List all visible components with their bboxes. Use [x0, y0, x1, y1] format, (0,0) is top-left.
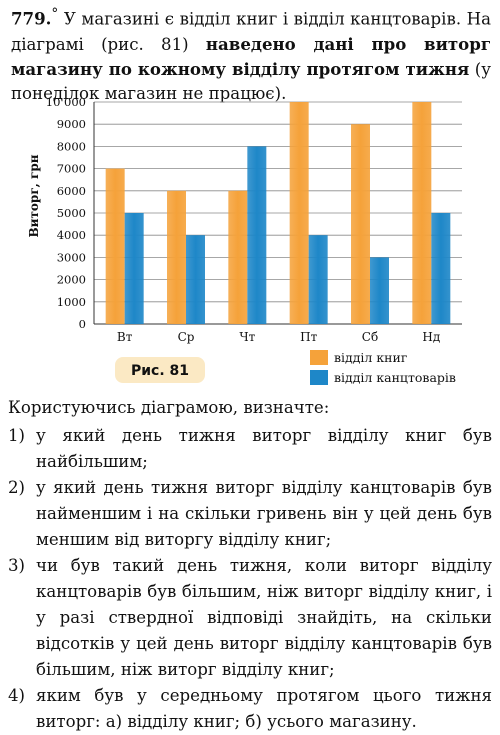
bar-books	[228, 190, 248, 324]
y-tick-label: 9000	[57, 117, 86, 131]
question-text: у який день тижня виторг відділу книг бу…	[36, 426, 492, 471]
question-text: у який день тижня виторг відділу канцтов…	[36, 478, 492, 549]
y-axis-ticks: 0 1000 2000 3000 4000 5000 6000 7000 8000 9000 10 …	[46, 95, 86, 331]
problem-statement: 779.° У магазині є відділ книг і відділ …	[11, 2, 491, 106]
legend-swatch	[310, 350, 328, 365]
x-tick-label: Ср	[178, 330, 195, 344]
y-tick-label: 3000	[57, 250, 86, 264]
figure-label-box: Рис. 81	[115, 357, 205, 383]
question-item: 1) у який день тижня виторг відділу книг…	[8, 423, 492, 475]
problem-text-bold: наведено дані про виторг магазину по кож…	[11, 33, 492, 79]
figure-label: Рис. 81	[131, 363, 189, 379]
y-tick-label: 6000	[57, 184, 86, 198]
bar-books	[412, 102, 432, 324]
chart-grid	[93, 101, 462, 325]
bar-stationery	[308, 235, 328, 324]
problem-number: 779.	[11, 8, 52, 29]
x-tick-label: Чт	[239, 330, 255, 344]
legend-label: відділ канцтоварів	[334, 370, 456, 385]
y-tick-label: 0	[79, 317, 86, 331]
bar-stationery	[124, 213, 144, 324]
question-item: 4) яким був у середньому протягом цього …	[8, 683, 492, 735]
bar-books	[167, 190, 186, 324]
question-item: 3) чи був такий день тижня, коли виторг …	[8, 553, 492, 683]
bar-stationery	[247, 146, 267, 324]
problem-text-part1: У магазині є відділ книг і відділ канцто…	[11, 9, 491, 54]
bar-stationery	[370, 257, 389, 324]
x-axis-labels: Вт Ср Чт Пт Сб Нд	[117, 330, 440, 344]
legend-label: відділ книг	[334, 350, 407, 365]
questions-block: Користуючись діаграмою, визначте: 1) у я…	[8, 395, 492, 735]
bar-stationery	[431, 213, 451, 324]
difficulty-marker: °	[51, 6, 59, 22]
question-number: 3)	[8, 556, 26, 575]
bar-books	[105, 168, 125, 324]
bar-books	[351, 124, 370, 324]
bar-stationery	[186, 235, 205, 324]
y-tick-label: 2000	[57, 273, 86, 287]
x-tick-label: Пт	[300, 330, 317, 344]
question-number: 2)	[8, 478, 26, 497]
question-number: 1)	[8, 426, 26, 445]
bar-books	[289, 102, 309, 324]
x-tick-label: Нд	[422, 330, 440, 344]
questions-intro: Користуючись діаграмою, визначте:	[8, 398, 330, 417]
question-text: чи був такий день тижня, коли виторг від…	[36, 556, 492, 679]
y-tick-label: 4000	[57, 228, 86, 242]
chart-bars	[105, 102, 451, 324]
x-tick-label: Вт	[117, 330, 133, 344]
bar-chart: 0 1000 2000 3000 4000 5000 6000 7000 8000 9000 10 …	[27, 95, 462, 385]
y-tick-label: 10 000	[46, 95, 86, 109]
question-number: 4)	[8, 686, 26, 705]
y-tick-label: 7000	[57, 162, 86, 176]
chart-legend: відділ книг відділ канцтоварів	[310, 350, 456, 385]
legend-swatch	[310, 370, 328, 385]
x-tick-label: Сб	[362, 330, 378, 344]
y-axis-label: Виторг, грн	[27, 154, 41, 237]
y-tick-label: 5000	[57, 206, 86, 220]
question-text: яким був у середньому протягом цього тиж…	[36, 686, 492, 731]
y-tick-label: 8000	[57, 139, 86, 153]
figure-label-background	[115, 357, 205, 383]
y-tick-label: 1000	[57, 295, 86, 309]
problem-text-part2: (у понеділок магазин не працює).	[11, 59, 491, 103]
question-item: 2) у який день тижня виторг відділу канц…	[8, 475, 492, 553]
